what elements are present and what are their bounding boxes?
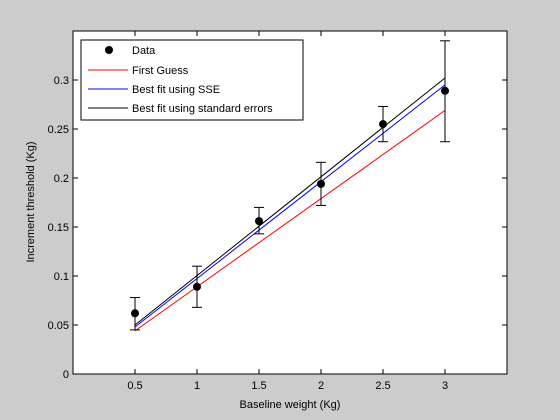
x-tick-label: 1: [194, 380, 200, 392]
data-point: [255, 217, 263, 226]
y-tick-label: 0.15: [48, 222, 69, 234]
y-tick-label: 0.2: [54, 173, 69, 185]
x-tick-label: 1.5: [251, 380, 266, 392]
data-point: [131, 309, 139, 318]
x-tick-label: 0.5: [127, 380, 142, 392]
data-point: [379, 120, 387, 129]
data-point: [441, 86, 449, 95]
legend-label-data: Data: [132, 45, 156, 57]
y-tick-label: 0: [63, 369, 69, 381]
series-line-best-fit-using-sse: [134, 84, 446, 328]
series-line-best-fit-using-standard-errors: [134, 77, 446, 326]
marker-layer: [131, 86, 449, 318]
x-axis-label: Baseline weight (Kg): [240, 399, 341, 411]
series-layer: [134, 77, 446, 332]
data-point: [193, 282, 201, 291]
legend: Data First Guess Best fit using SSE Best…: [80, 39, 304, 121]
y-tick-label: 0.05: [48, 320, 69, 332]
y-tick-label: 0.25: [48, 124, 69, 136]
y-tick-label: 0.1: [54, 271, 69, 283]
legend-box: [80, 39, 304, 121]
legend-label-first-guess: First Guess: [132, 65, 189, 77]
y-axis: 0 0.05 0.1 0.15 0.2 0.25 0.3: [48, 75, 507, 381]
x-tick-label: 2: [318, 380, 324, 392]
legend-label-best-fit-sse: Best fit using SSE: [132, 84, 220, 96]
legend-label-best-fit-standard-errors: Best fit using standard errors: [132, 103, 273, 115]
y-axis-label: Increment threshold (Kg): [25, 141, 37, 262]
legend-marker-data: [105, 46, 113, 54]
y-tick-label: 0.3: [54, 75, 69, 87]
x-tick-label: 3: [442, 380, 448, 392]
x-tick-label: 2.5: [375, 380, 390, 392]
series-line-first-guess: [134, 109, 446, 332]
x-axis: 0.5 1 1.5 2 2.5 3: [127, 31, 448, 392]
data-point: [317, 179, 325, 188]
